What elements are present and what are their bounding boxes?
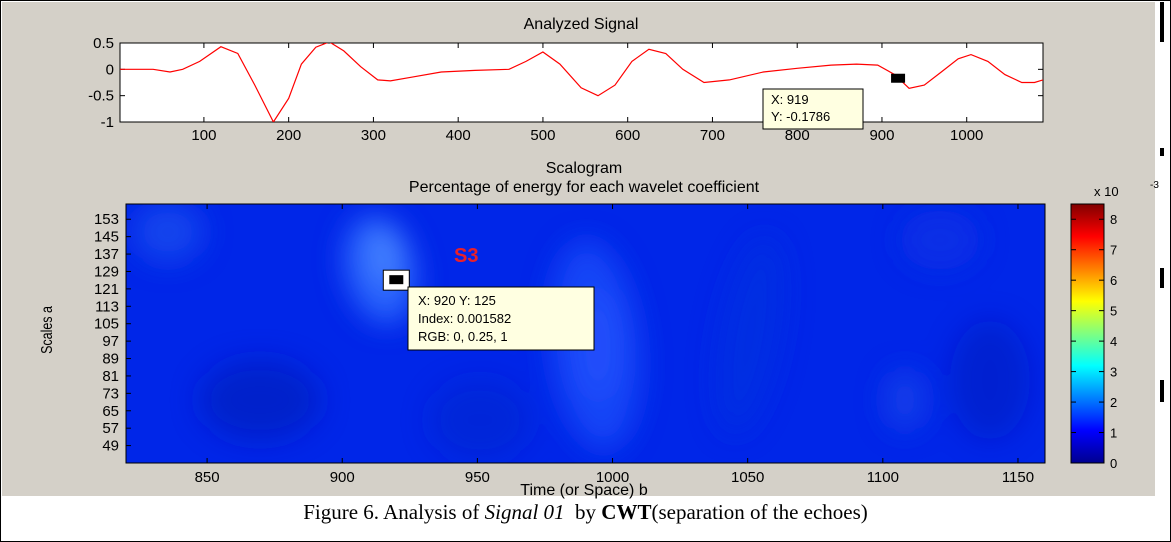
- scalogram-ytick-label: 121: [94, 281, 119, 298]
- edge-mark: [1160, 268, 1164, 288]
- colorbar-gradient: [1070, 203, 1105, 464]
- scalogram-xtick-label: 1050: [731, 469, 764, 486]
- edge-mark: [1160, 148, 1164, 156]
- caption-prefix: Figure 6. Analysis of: [303, 500, 485, 524]
- caption-signal-name: Signal 01: [484, 500, 565, 524]
- scalogram-datatip-marker[interactable]: [382, 269, 410, 291]
- scalogram-xtick-label: 900: [330, 469, 355, 486]
- scalogram-ytick-label: 153: [94, 211, 119, 228]
- scalogram-ytick-label: 97: [102, 333, 119, 350]
- scalogram-subtitle: Percentage of energy for each wavelet co…: [409, 179, 760, 196]
- datatip-marker[interactable]: [891, 73, 906, 83]
- scalogram-axes: Scalogram Percentage of energy for each …: [39, 160, 1046, 499]
- scalogram-xtick-label: 850: [195, 469, 220, 486]
- signal-xtick-label: 200: [276, 127, 301, 144]
- scalogram-ylabel: Scales a: [39, 306, 57, 354]
- colorbar-tick-label: 3: [1110, 365, 1117, 380]
- scalogram-xtick-label: 1150: [1002, 469, 1034, 486]
- scalogram-ytick-label: 105: [94, 316, 119, 333]
- signal-line: [120, 43, 1043, 122]
- scalogram-ytick-label: 81: [102, 368, 119, 385]
- colorbar-tick-label: 6: [1110, 273, 1117, 288]
- signal-xtick-label: 300: [361, 127, 386, 144]
- signal-datatip[interactable]: X: 919 Y: -0.1786: [762, 88, 864, 130]
- signal-datatip-x: X: 919: [771, 92, 809, 107]
- colorbar-tick-label: 4: [1110, 334, 1117, 349]
- colorbar-tick-label: 1: [1110, 426, 1117, 441]
- colorbar-tick-label: 2: [1110, 395, 1117, 410]
- signal-ytick-label: 0: [106, 61, 114, 78]
- signal-xtick-label: 600: [615, 127, 640, 144]
- signal-xtick-label: 1000: [950, 127, 983, 144]
- colorbar: 0 1 2 3 4 5 6 7 8 x 10 -3: [1070, 180, 1159, 471]
- caption-by: by: [564, 500, 602, 524]
- caption-suffix: (separation of the echoes): [651, 500, 868, 524]
- colorbar-tick-label: 0: [1110, 456, 1117, 471]
- colorbar-tick-label: 8: [1110, 212, 1117, 227]
- scalogram-xtick-label: 950: [465, 469, 490, 486]
- scalogram-ytick-label: 129: [94, 263, 119, 280]
- scalogram-ytick-label: 65: [102, 403, 119, 420]
- scalogram-datatip[interactable]: X: 920 Y: 125 Index: 0.001582 RGB: 0, 0.…: [407, 286, 595, 351]
- scalogram-xtick-label: 1000: [596, 469, 629, 486]
- figure-canvas: Analyzed Signal 0.5 0 -0.5 -1 100 200 300 400 5…: [39, 16, 1160, 499]
- scalogram-datatip-index: Index: 0.001582: [418, 311, 511, 326]
- scalogram-datatip-rgb: RGB: 0, 0.25, 1: [418, 329, 508, 344]
- scalogram-ytick-label: 57: [102, 420, 119, 437]
- scalogram-xtick-label: 1100: [867, 469, 899, 486]
- signal-plot-area: [119, 42, 1044, 123]
- signal-ytick-label: -0.5: [88, 88, 114, 105]
- caption-method: CWT: [601, 500, 652, 524]
- scalogram-ytick-label: 137: [94, 246, 119, 263]
- scalogram-plot-area: [125, 203, 1046, 464]
- s3-annotation: S3: [454, 245, 478, 267]
- signal-axes: Analyzed Signal 0.5 0 -0.5 -1 100 200 300 400 5…: [88, 16, 1044, 144]
- scalogram-ytick-label: 49: [102, 438, 119, 455]
- figure-caption: Figure 6. Analysis of Signal 01 by CWT(s…: [0, 500, 1171, 525]
- colorbar-multiplier: x 10: [1094, 184, 1119, 199]
- signal-xtick-label: 700: [700, 127, 725, 144]
- signal-ytick-label: -1: [101, 114, 114, 131]
- signal-xtick-label: 100: [191, 127, 216, 144]
- signal-xtick-label: 500: [530, 127, 555, 144]
- scalogram-ytick-label: 73: [102, 385, 119, 402]
- scalogram-xlabel: Time (or Space) b: [520, 482, 648, 499]
- scalogram-ytick-label: 89: [102, 351, 119, 368]
- edge-mark: [1160, 380, 1164, 402]
- signal-xtick-label: 800: [785, 127, 810, 144]
- scalogram-ytick-label: 113: [95, 298, 119, 315]
- edge-mark: [1160, 2, 1164, 42]
- colorbar-tick-label: 5: [1110, 304, 1117, 319]
- window-right-edge: [1155, 2, 1167, 496]
- signal-title: Analyzed Signal: [524, 16, 639, 33]
- signal-ytick-label: 0.5: [93, 35, 114, 52]
- signal-xtick-label: 900: [869, 127, 894, 144]
- scalogram-title: Scalogram: [546, 160, 622, 177]
- scalogram-ytick-label: 145: [94, 229, 119, 246]
- colorbar-tick-label: 7: [1110, 243, 1117, 258]
- scalogram-datatip-xy: X: 920 Y: 125: [418, 293, 496, 308]
- signal-datatip-y: Y: -0.1786: [771, 109, 830, 124]
- signal-xtick-label: 400: [446, 127, 471, 144]
- colorbar-exponent: -3: [1150, 180, 1159, 191]
